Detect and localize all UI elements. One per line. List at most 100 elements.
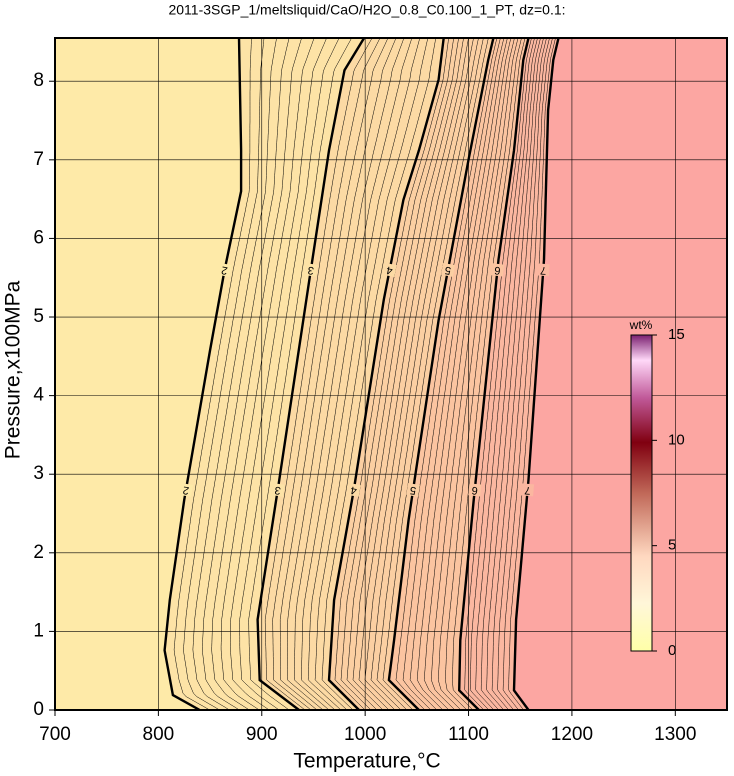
y-tick-label: 8	[33, 70, 44, 91]
minor-contour	[370, 38, 479, 710]
contour-line	[387, 38, 495, 710]
colorbar-tick-label: 0	[668, 642, 676, 659]
minor-contour	[475, 38, 538, 710]
contour-label-group: 4	[346, 482, 361, 497]
colorbar-tick-label: 5	[668, 537, 676, 554]
minor-contour	[334, 38, 449, 710]
minor-contour	[301, 38, 413, 710]
minor-contour	[321, 38, 437, 710]
contour-band	[329, 38, 494, 710]
minor-contour	[346, 38, 459, 710]
minor-contour	[416, 38, 508, 710]
contour-label-group: 5	[440, 262, 456, 277]
y-tick-label: 6	[33, 227, 44, 248]
x-tick-label: 1300	[654, 724, 696, 745]
minor-contour	[491, 38, 547, 710]
contour-label: 7	[524, 484, 531, 496]
minor-contour	[220, 38, 315, 710]
x-axis-label: Temperature,°C	[293, 750, 440, 773]
minor-contour	[445, 38, 522, 710]
x-tick-label: 900	[246, 724, 278, 745]
chart-title: 2011-3SGP_1/meltsliquid/CaO/H2O_0.8_C0.1…	[168, 2, 565, 18]
minor-contour	[376, 38, 484, 710]
contour-line	[256, 38, 366, 710]
contour-label-bg	[521, 483, 535, 497]
contour-label-group: 2	[217, 262, 232, 277]
contour-label-bg	[304, 263, 318, 277]
y-tick-label: 2	[33, 542, 44, 563]
contour-label-bg	[440, 262, 456, 277]
colorbar	[630, 334, 653, 652]
minor-contour	[183, 38, 265, 710]
minor-contour	[230, 38, 327, 710]
contour-label-bg	[346, 482, 361, 497]
minor-contour	[395, 38, 498, 710]
minor-contour	[307, 38, 421, 710]
minor-contour	[192, 38, 277, 710]
minor-contour	[272, 38, 381, 710]
x-tick-label: 1200	[551, 724, 593, 745]
y-tick-label: 3	[33, 463, 44, 484]
minor-contour	[364, 38, 474, 710]
minor-contour	[423, 38, 512, 710]
minor-contour	[264, 38, 373, 710]
x-tick-label: 800	[143, 724, 175, 745]
contour-label-group: 7	[536, 263, 550, 277]
contour-label: 5	[444, 264, 452, 277]
contour-label: 3	[307, 264, 315, 277]
contour-label: 6	[494, 264, 501, 277]
minor-contour	[202, 38, 290, 710]
y-tick-label: 4	[33, 385, 44, 406]
plot-frame	[54, 37, 728, 711]
minor-contour	[173, 38, 252, 710]
contour-band	[514, 38, 727, 710]
contour-line	[512, 38, 560, 710]
contour-label: 5	[409, 484, 417, 497]
y-tick-label: 1	[33, 620, 44, 641]
x-tick-label: 1000	[344, 724, 386, 745]
x-tick-label: 700	[39, 724, 71, 745]
contour-label: 7	[540, 264, 547, 276]
minor-contour	[248, 38, 352, 710]
colorbar-tick-label: 15	[668, 326, 685, 343]
contour-label-group: 5	[406, 483, 420, 497]
minor-contour	[431, 38, 515, 710]
plot-area: 2 2 3 3 4 4 5 5 6 6 7 7	[55, 38, 727, 710]
minor-contour	[502, 38, 553, 710]
y-tick-label: 7	[33, 149, 44, 170]
contour-label-bg	[536, 263, 550, 277]
contour-label-group: 2	[179, 482, 193, 497]
contour-label-group: 6	[490, 263, 505, 277]
x-tick-label: 1100	[448, 724, 489, 745]
minor-contour	[352, 38, 464, 710]
contour-band	[257, 38, 444, 710]
contour-label-group: 3	[270, 483, 285, 497]
minor-contour	[438, 38, 519, 710]
colorbar-tick-label: 10	[668, 431, 685, 448]
minor-contour	[486, 38, 544, 710]
minor-contour	[382, 38, 489, 710]
contour-band	[55, 38, 242, 710]
minor-contour	[358, 38, 469, 710]
contour-line	[327, 38, 445, 710]
minor-contour	[211, 38, 302, 710]
contour-label-group: 3	[304, 263, 318, 277]
minor-contour	[239, 38, 340, 710]
contour-label: 2	[220, 264, 228, 277]
contour-label-bg	[179, 482, 193, 497]
contour-label: 6	[471, 484, 478, 497]
contour-line	[163, 38, 243, 710]
contour-label-bg	[468, 483, 482, 497]
contour-label: 4	[350, 484, 358, 497]
minor-contour	[464, 38, 532, 710]
overlay: 700 800 900 1000 1100 1200 1300 0 1 2 3 4 5 6 7 8 0 5 10 15	[33, 70, 696, 745]
y-tick-label: 0	[33, 699, 44, 720]
minor-contour	[294, 38, 405, 710]
contour-label-group: 7	[521, 483, 535, 497]
minor-contour	[409, 38, 505, 710]
contour-label-bg	[406, 483, 420, 497]
contour-label-bg	[217, 262, 232, 277]
y-axis-label: Pressure,x100MPa	[2, 280, 25, 459]
contour-band	[164, 38, 365, 710]
